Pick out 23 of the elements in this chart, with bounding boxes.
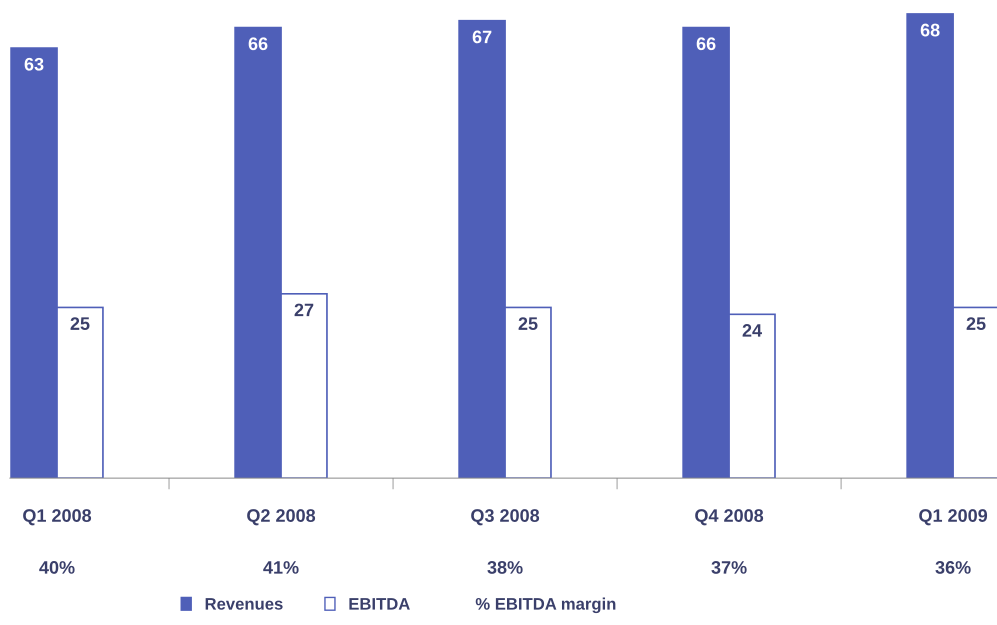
text: 37% <box>711 561 747 574</box>
text: % EBITDA margin <box>476 598 616 614</box>
text: 38% <box>487 561 523 574</box>
data-label: 63 <box>24 58 44 71</box>
data-label: 25 <box>518 317 538 330</box>
x-tick-label: Q1 2009 <box>919 509 988 526</box>
text: 36% <box>935 561 971 574</box>
data-label: 66 <box>696 37 716 50</box>
text: 40% <box>39 561 75 574</box>
x-tick-label: Q2 2008 <box>247 509 316 526</box>
data-label: 67 <box>472 30 492 44</box>
data-label: 27 <box>294 304 314 316</box>
x-tick-label: Q3 2008 <box>471 509 540 526</box>
data-label: 68 <box>920 24 940 36</box>
data-label: 25 <box>966 317 986 330</box>
data-label: 25 <box>70 317 90 330</box>
legend-label: Revenues <box>206 598 283 610</box>
text: 41% <box>263 561 299 574</box>
x-tick-label: Q1 2008 <box>23 509 92 526</box>
legend-label: EBITDA <box>349 598 410 610</box>
data-label: 66 <box>248 37 268 50</box>
data-label: 24 <box>742 324 762 337</box>
x-tick-label: Q4 2008 <box>695 509 764 526</box>
